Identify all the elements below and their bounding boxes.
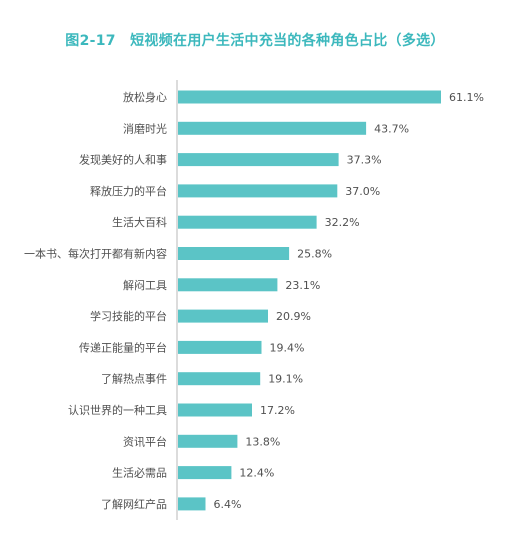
value-label: 19.1% <box>268 373 303 386</box>
chart-title: 图2-17 短视频在用户生活中充当的各种角色占比（多选） <box>65 33 445 49</box>
category-label: 发现美好的人和事 <box>79 153 167 167</box>
category-label: 传递正能量的平台 <box>79 340 167 354</box>
bar <box>178 247 290 260</box>
bar <box>178 497 206 511</box>
value-label: 12.4% <box>239 467 274 480</box>
bar <box>178 434 238 448</box>
value-label: 6.4% <box>214 498 242 511</box>
bar <box>178 90 441 104</box>
bar <box>178 340 262 354</box>
category-label: 消磨时光 <box>123 121 167 135</box>
bar <box>178 153 339 167</box>
value-label: 37.0% <box>345 185 380 198</box>
category-label: 一本书、每次打开都有新内容 <box>24 247 167 261</box>
bar <box>178 309 268 323</box>
bars-layer <box>178 90 441 511</box>
category-label: 了解网红产品 <box>101 497 167 511</box>
value-label: 32.2% <box>325 216 360 229</box>
bar <box>178 215 317 229</box>
bar <box>178 121 367 135</box>
value-label: 19.4% <box>270 341 305 354</box>
value-label: 61.1% <box>449 91 484 104</box>
category-label: 解闷工具 <box>123 278 167 292</box>
category-label: 放松身心 <box>123 90 167 104</box>
category-label: 生活必需品 <box>112 466 167 480</box>
bar <box>178 372 261 386</box>
value-label: 25.8% <box>297 248 332 261</box>
category-label: 生活大百科 <box>112 215 167 229</box>
value-label: 20.9% <box>276 310 311 323</box>
value-label: 37.3% <box>347 154 382 167</box>
category-label: 资讯平台 <box>123 434 167 448</box>
category-label: 了解热点事件 <box>101 372 167 386</box>
value-label: 13.8% <box>245 435 280 448</box>
value-label: 23.1% <box>285 279 320 292</box>
category-label: 认识世界的一种工具 <box>68 403 167 417</box>
value-label: 17.2% <box>260 404 295 417</box>
bar <box>178 403 252 417</box>
bar <box>178 466 232 480</box>
value-label: 43.7% <box>374 122 409 135</box>
labels-layer: 放松身心 61.1% 消磨时光 43.7% 发现美好的人和事 37.3% 释放压力的平台 37… <box>24 90 484 511</box>
category-label: 释放压力的平台 <box>90 184 167 198</box>
bar <box>178 184 338 198</box>
bar <box>178 278 278 292</box>
category-label: 学习技能的平台 <box>90 309 167 323</box>
